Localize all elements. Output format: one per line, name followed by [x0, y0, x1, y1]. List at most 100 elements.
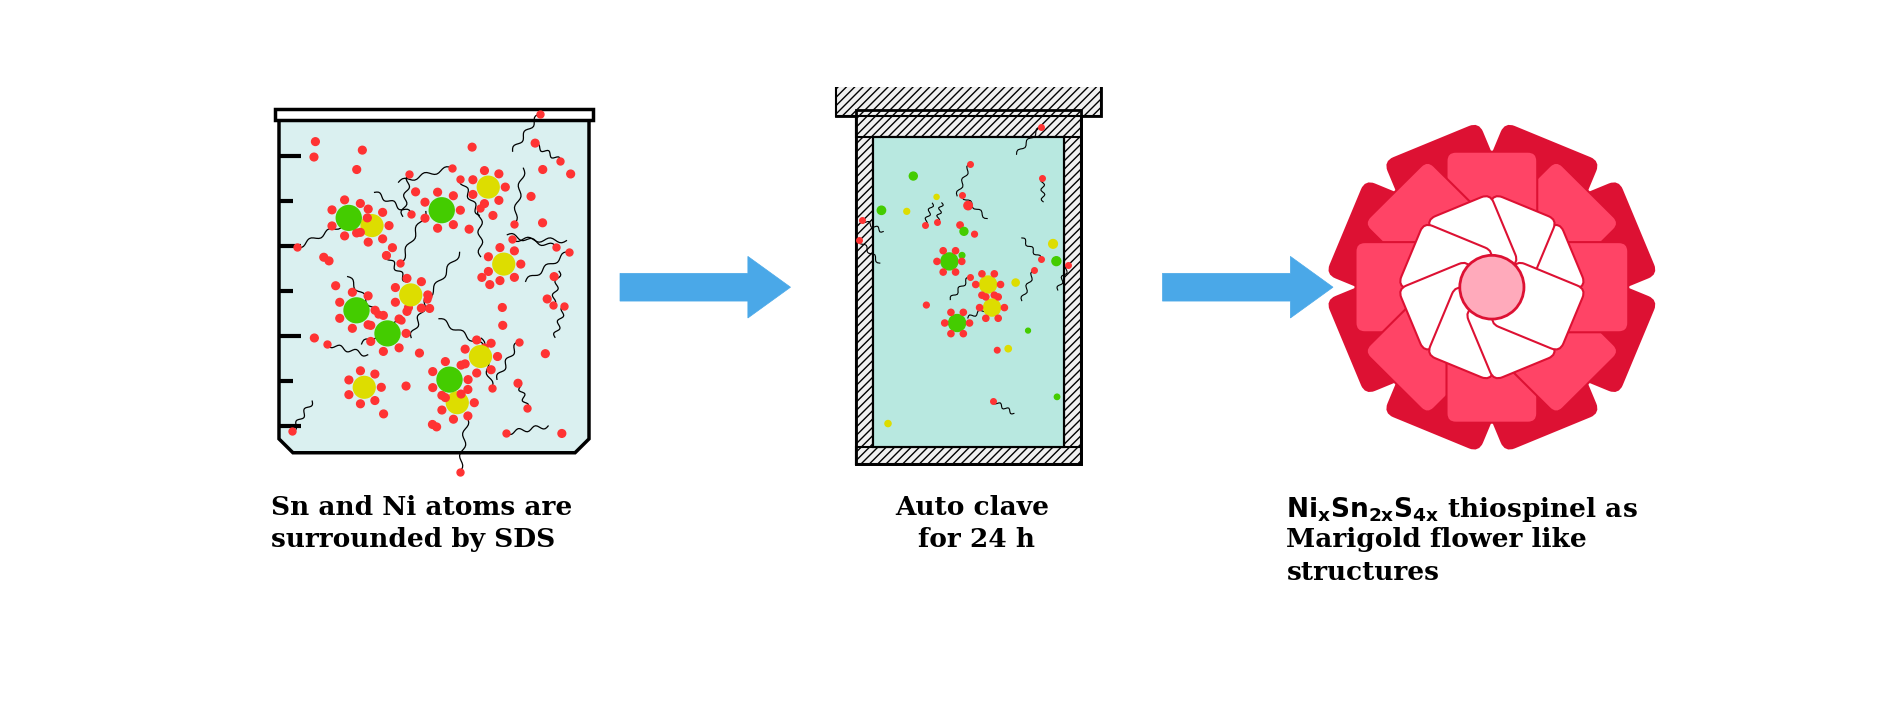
Circle shape	[972, 231, 978, 237]
Circle shape	[429, 368, 437, 376]
Circle shape	[514, 379, 522, 387]
Circle shape	[488, 339, 495, 347]
Circle shape	[473, 336, 480, 344]
Circle shape	[458, 390, 465, 398]
Circle shape	[310, 334, 318, 341]
FancyBboxPatch shape	[1490, 286, 1617, 412]
FancyBboxPatch shape	[1329, 262, 1464, 391]
Circle shape	[403, 382, 410, 390]
Circle shape	[983, 294, 989, 300]
Circle shape	[980, 292, 985, 298]
Circle shape	[1051, 257, 1061, 265]
Circle shape	[949, 315, 966, 331]
Circle shape	[352, 376, 376, 399]
Circle shape	[495, 277, 503, 284]
Circle shape	[463, 386, 471, 393]
Circle shape	[399, 283, 422, 307]
Circle shape	[959, 252, 964, 258]
Circle shape	[418, 278, 425, 286]
Circle shape	[469, 144, 477, 151]
Bar	[940, 9, 997, 32]
Circle shape	[380, 312, 388, 319]
Circle shape	[456, 207, 463, 214]
FancyBboxPatch shape	[1388, 126, 1517, 258]
Bar	[874, 137, 1065, 447]
Circle shape	[492, 252, 516, 276]
Circle shape	[348, 289, 356, 296]
Circle shape	[463, 412, 471, 420]
Circle shape	[480, 200, 488, 207]
Circle shape	[395, 344, 403, 352]
Circle shape	[541, 350, 548, 357]
Circle shape	[972, 281, 980, 288]
Circle shape	[484, 268, 492, 276]
Circle shape	[380, 410, 388, 418]
FancyBboxPatch shape	[1367, 286, 1492, 412]
Circle shape	[957, 222, 963, 228]
Circle shape	[365, 292, 373, 299]
FancyBboxPatch shape	[1356, 242, 1452, 332]
FancyBboxPatch shape	[1447, 152, 1537, 248]
FancyBboxPatch shape	[1467, 126, 1596, 258]
Circle shape	[947, 310, 955, 315]
Circle shape	[424, 291, 431, 299]
Bar	[857, 110, 1082, 137]
FancyBboxPatch shape	[1430, 196, 1517, 286]
Circle shape	[959, 258, 964, 265]
Circle shape	[337, 299, 344, 306]
Circle shape	[354, 215, 361, 222]
FancyBboxPatch shape	[1490, 163, 1617, 288]
Circle shape	[367, 338, 374, 345]
Circle shape	[961, 331, 966, 336]
Circle shape	[463, 376, 473, 384]
Text: for 24 h: for 24 h	[919, 528, 1036, 552]
Text: Auto clave: Auto clave	[894, 495, 1050, 520]
Circle shape	[405, 304, 412, 312]
Circle shape	[484, 253, 492, 260]
Circle shape	[461, 360, 469, 368]
Circle shape	[940, 269, 946, 276]
Circle shape	[365, 321, 373, 328]
Circle shape	[953, 269, 959, 276]
Circle shape	[329, 222, 337, 230]
Circle shape	[539, 219, 546, 227]
FancyBboxPatch shape	[1467, 196, 1554, 286]
Circle shape	[980, 276, 997, 293]
Circle shape	[488, 366, 495, 373]
Circle shape	[391, 283, 399, 291]
Circle shape	[310, 153, 318, 161]
Circle shape	[461, 345, 469, 353]
FancyBboxPatch shape	[1329, 183, 1464, 312]
Circle shape	[1055, 394, 1059, 399]
Circle shape	[473, 369, 480, 377]
Circle shape	[433, 188, 441, 196]
Circle shape	[361, 214, 384, 237]
Circle shape	[337, 315, 344, 322]
Circle shape	[450, 221, 458, 228]
Circle shape	[441, 394, 450, 402]
Circle shape	[378, 209, 386, 216]
FancyBboxPatch shape	[1520, 262, 1655, 391]
Circle shape	[983, 315, 989, 321]
Circle shape	[558, 430, 565, 437]
Circle shape	[885, 420, 891, 426]
Circle shape	[437, 367, 463, 393]
Circle shape	[403, 330, 410, 337]
Circle shape	[961, 228, 968, 236]
Circle shape	[469, 191, 477, 199]
Circle shape	[511, 247, 518, 254]
Circle shape	[378, 384, 386, 392]
Circle shape	[480, 167, 488, 175]
Circle shape	[1460, 255, 1524, 319]
Circle shape	[877, 206, 885, 215]
Circle shape	[378, 235, 386, 243]
Circle shape	[516, 260, 524, 268]
Circle shape	[991, 292, 997, 298]
Circle shape	[357, 199, 365, 207]
FancyBboxPatch shape	[1447, 326, 1537, 423]
Circle shape	[439, 406, 446, 414]
Circle shape	[469, 176, 477, 183]
Circle shape	[567, 170, 575, 178]
Polygon shape	[280, 115, 588, 452]
Circle shape	[477, 175, 499, 199]
